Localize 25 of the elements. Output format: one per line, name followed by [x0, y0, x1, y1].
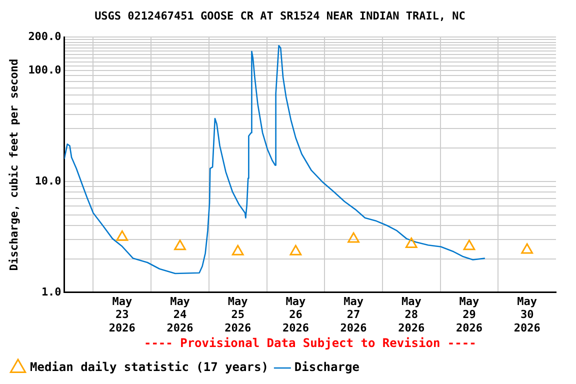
- x-tick-label: May 23 2026: [108, 294, 136, 334]
- point: [405, 237, 418, 248]
- point: [348, 232, 360, 243]
- x-tick-label: May 26 2026: [282, 294, 310, 334]
- y-tick-label: 200.0: [28, 30, 62, 44]
- chart-title: USGS 0212467451 GOOSE CR AT SR1524 NEAR INDIAN TRAIL, NC: [94, 9, 466, 22]
- x-tick-label: May 25 2026: [224, 294, 252, 334]
- point: [290, 244, 302, 256]
- point: [116, 230, 128, 241]
- y-tick-label: 1.0: [41, 285, 62, 298]
- legend-label: Discharge: [294, 360, 360, 374]
- text: ---- Provisional Data Subject to Revision ----: [144, 336, 476, 350]
- y-tick-label: 100.0: [28, 63, 62, 76]
- point: [174, 240, 186, 250]
- point: [521, 243, 534, 254]
- y-tick-label: 10.0: [34, 174, 62, 188]
- x-tick-label: May 29 2026: [456, 294, 483, 334]
- point: [463, 240, 476, 250]
- x-tick-label: May 30 2026: [514, 294, 541, 334]
- legend-label: Median daily statistic (17 years): [30, 360, 268, 374]
- y-axis-title: Discharge, cubic feet per second: [7, 58, 20, 271]
- x-tick-label: May 24 2026: [166, 294, 194, 334]
- x-tick-label: May 27 2026: [340, 294, 368, 334]
- point: [232, 244, 244, 256]
- x-tick-label: May 28 2026: [398, 294, 426, 334]
